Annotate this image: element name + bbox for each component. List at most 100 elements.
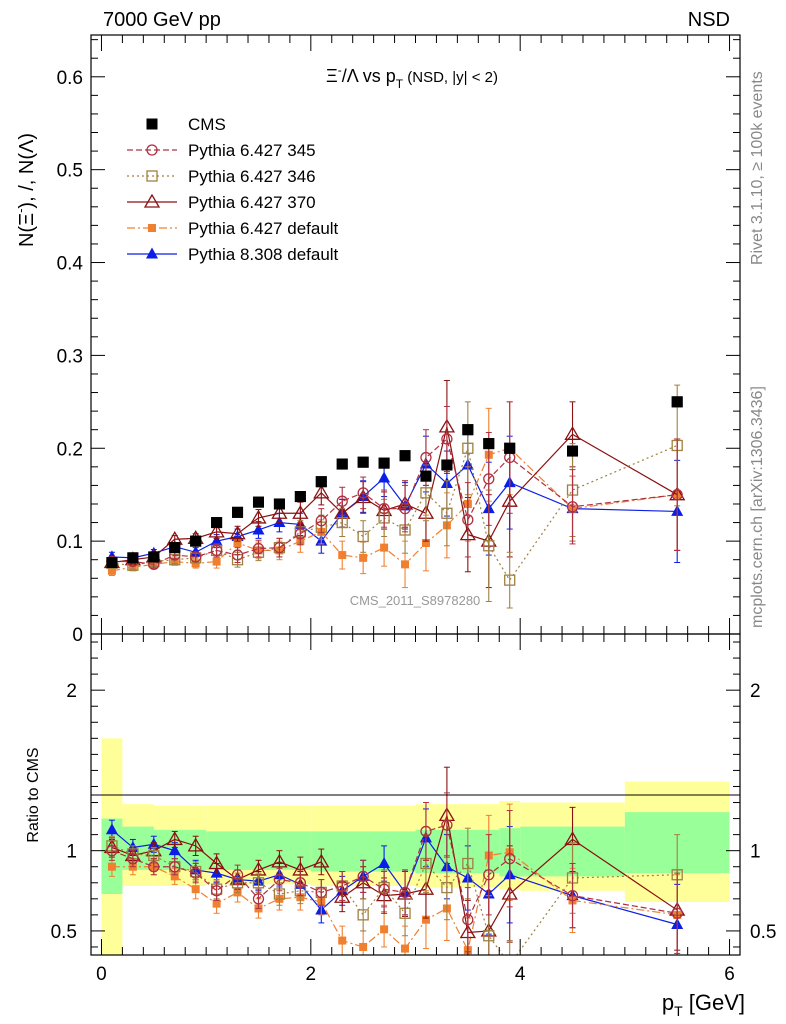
main-point-p345 [566, 501, 579, 513]
main-y-tick-labels: 0 0.1 0.2 0.3 0.4 0.5 0.6 [57, 68, 84, 646]
ratio-point-p6def [170, 872, 179, 881]
main-point-p346 [441, 507, 453, 519]
ratio-plot-frame [90, 633, 741, 956]
main-point-p6def [107, 566, 116, 575]
ratio-point-p346 [505, 960, 515, 970]
main-cms-point-cms [315, 476, 327, 488]
main-point-p345 [315, 515, 327, 527]
main-point-p8def [210, 534, 223, 546]
ratio-y-tick-label-right: 2 [750, 681, 761, 702]
main-cms-point-cms [378, 457, 390, 469]
main-cms-point-cms [232, 506, 244, 518]
main-point-p345 [294, 528, 307, 540]
x-axis-label: pT [GeV] [662, 990, 745, 1019]
main-point-p345 [462, 514, 474, 526]
main-point-p346 [462, 442, 474, 454]
process-label: NSD [688, 9, 730, 31]
ratio-line-p345 [111, 824, 678, 922]
main-point-p370 [208, 523, 225, 538]
main-point-p6def [401, 560, 410, 569]
ratio-series-p345 [106, 792, 683, 954]
main-point-p8def [378, 471, 391, 483]
main-point-p370 [229, 525, 246, 540]
ratio-point-p370 [313, 853, 330, 868]
ratio-point-p345 [169, 861, 181, 873]
ratio-y-tick-label-right: 0.5 [750, 922, 776, 943]
legend-entry-p345: Pythia 6.427 345 [127, 141, 316, 160]
main-line-p346 [111, 444, 678, 582]
x-tick-label: 6 [724, 964, 735, 985]
main-point-p345 [441, 433, 453, 445]
main-cms-point-cms [148, 551, 160, 563]
ratio-point-p370 [166, 831, 183, 846]
ratio-line-p8def [111, 829, 678, 926]
x-tick-label: 2 [306, 964, 317, 985]
ratio-point-p345 [190, 867, 202, 879]
legend-label-p345: Pythia 6.427 345 [188, 141, 316, 160]
ratio-point-p346 [441, 881, 453, 894]
main-cms-point-cms [127, 552, 139, 564]
main-cms-point-cms [462, 424, 474, 436]
main-line-p6def [111, 447, 678, 572]
legend-entry-p6def: Pythia 6.427 default [127, 219, 339, 238]
main-point-p6def [338, 551, 347, 560]
main-point-p345 [210, 544, 223, 557]
ratio-point-p346 [462, 857, 474, 870]
ratio-y-tick-label-right: 1 [750, 842, 761, 863]
energy-label: 7000 GeV pp [103, 9, 221, 31]
main-point-p6def [421, 538, 430, 547]
main-point-p370 [313, 484, 330, 499]
legend-marker-p346 [146, 170, 158, 182]
main-point-p8def [252, 523, 265, 535]
main-plot-panel: 0 0.1 0.2 0.3 0.4 0.5 0.6 CMS_2011_S8978280 Ξ-… [13, 34, 741, 646]
main-axis-ticks [91, 35, 740, 635]
legend-entry-p346: Pythia 6.427 346 [127, 167, 316, 186]
main-series-p346 [106, 384, 683, 609]
ratio-point-p370 [417, 880, 435, 895]
ratio-point-p345 [127, 853, 139, 865]
ratio-point-p370 [334, 888, 351, 903]
ratio-y-tick-label-left: 2 [66, 681, 77, 702]
main-cms-point-cms [252, 496, 264, 508]
main-point-p346 [336, 516, 348, 529]
main-point-p346 [483, 540, 495, 552]
ratio-point-p345 [420, 825, 432, 838]
legend-label-p8def: Pythia 8.308 default [188, 245, 339, 264]
ratio-point-p6def [359, 942, 368, 951]
ratio-point-p345 [671, 907, 683, 919]
main-cms-point-cms [420, 470, 432, 482]
ratio-point-p345 [336, 880, 348, 892]
main-point-p345 [378, 502, 390, 515]
legend-label-p370: Pythia 6.427 370 [188, 193, 316, 212]
main-cms-point-cms [671, 396, 683, 408]
main-point-p346 [504, 574, 516, 586]
ratio-point-p345 [231, 869, 244, 881]
ratio-point-p345 [357, 870, 369, 883]
ratio-point-p370 [187, 837, 204, 852]
main-point-p6def [212, 557, 221, 566]
main-cms-point-cms [190, 535, 202, 547]
ratio-point-p345 [483, 869, 495, 881]
ratio-plot-panel: 0.5 0.5 1 1 2 2 0 2 4 6 Ratio to CMS pT [GeV] [25, 633, 776, 1019]
ratio-point-p370 [208, 855, 225, 870]
main-point-p6def [380, 543, 389, 552]
main-point-p345 [336, 495, 348, 507]
legend-label-cms: CMS [188, 115, 226, 134]
legend-label-p346: Pythia 6.427 346 [188, 167, 316, 186]
legend: CMS Pythia 6.427 345 Pythia 6.427 346 Pythi… [127, 115, 339, 264]
main-cms-point-cms [504, 442, 516, 454]
main-y-tick-label: 0.3 [57, 346, 83, 367]
ratio-band-inner [415, 829, 500, 874]
legend-entry-p370: Pythia 6.427 370 [127, 193, 316, 212]
ratio-point-p6def [338, 936, 347, 945]
main-cms-series-cms [106, 396, 683, 568]
main-y-tick-label: 0.2 [57, 439, 83, 460]
main-point-p345 [231, 549, 244, 561]
main-line-p8def [111, 463, 678, 559]
ratio-y-axis-label: Ratio to CMS [25, 747, 42, 842]
main-point-p6def [359, 553, 368, 562]
main-line-p370 [111, 426, 678, 564]
analysis-watermark: CMS_2011_S8978280 [350, 593, 481, 608]
main-point-p345 [273, 541, 286, 554]
ratio-line-p6def [111, 851, 678, 952]
